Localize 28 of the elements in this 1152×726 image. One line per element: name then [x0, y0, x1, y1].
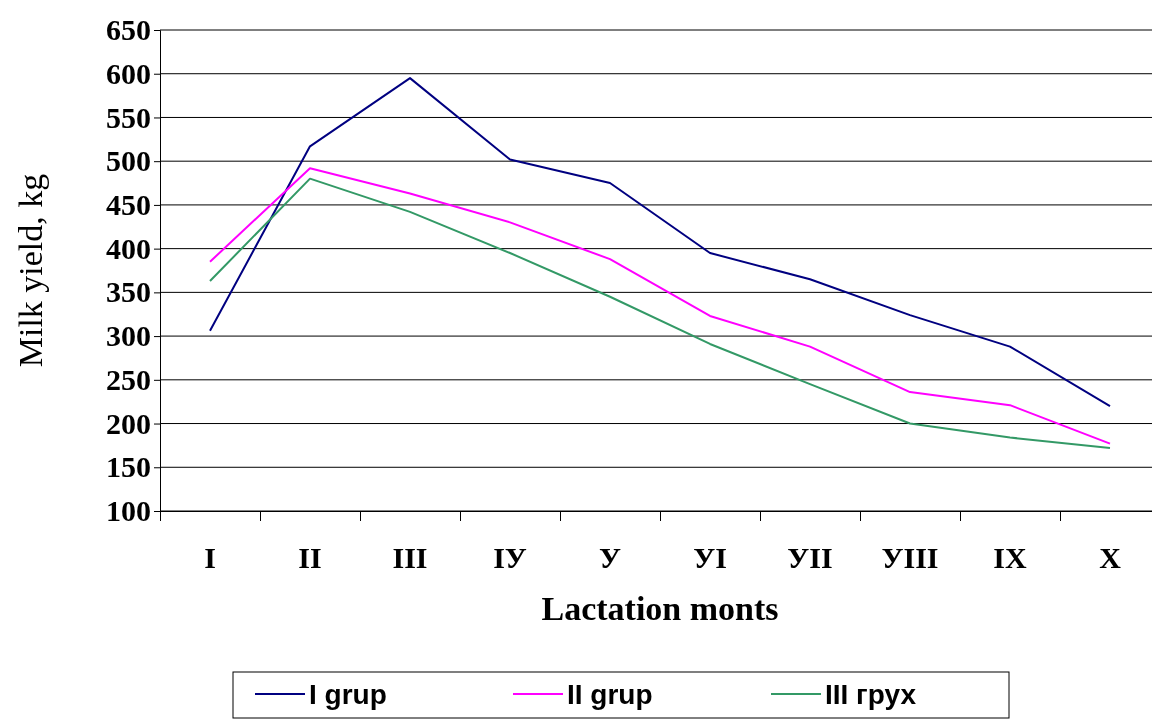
legend-label: I grup [309, 679, 387, 710]
y-tick-label: 250 [106, 362, 151, 396]
line-series [209, 77, 1111, 408]
x-tick-label: II [298, 541, 322, 574]
y-tick-label: 400 [106, 231, 151, 265]
x-tick-label: X [1099, 541, 1122, 574]
legend-label: III грух [825, 679, 917, 710]
y-axis-title: Milk yield, kg [12, 173, 49, 368]
y-tick-label: 600 [106, 56, 151, 90]
legend-label: II grup [567, 679, 653, 710]
x-tick-label: УII [787, 541, 833, 574]
x-tick-label: III [392, 541, 428, 574]
y-tick-label: 150 [106, 450, 151, 484]
y-tick-label: 450 [106, 188, 151, 222]
y-tick-label: 200 [106, 406, 151, 440]
y-tick-label: 100 [106, 494, 151, 528]
x-tick-label: УIII [881, 541, 939, 574]
x-tick-label: I [204, 541, 216, 574]
x-axis-title: Lactation monts [541, 590, 779, 627]
x-tick-label: УI [693, 541, 727, 574]
y-tick-label: 500 [106, 144, 151, 178]
y-tick-label: 350 [106, 275, 151, 309]
y-tick-label: 300 [106, 319, 151, 353]
y-tick-label: 650 [106, 13, 151, 47]
x-tick-label: IX [993, 541, 1027, 574]
x-tick-label: IУ [493, 541, 527, 574]
y-tick-label: 550 [106, 100, 151, 134]
x-tick-label: У [598, 541, 622, 574]
